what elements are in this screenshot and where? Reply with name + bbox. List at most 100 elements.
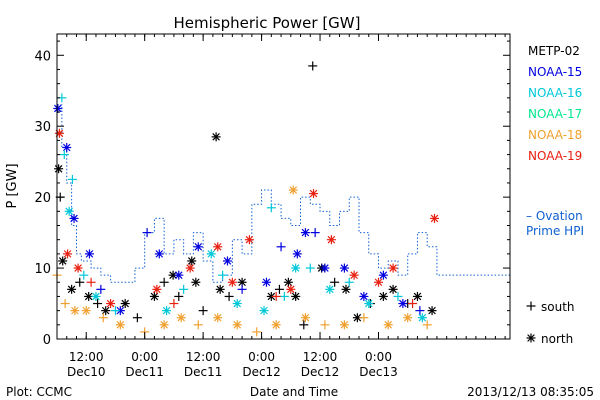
- plot-credit: Plot: CCMC: [6, 385, 72, 399]
- x-tick-label-date: Dec12: [301, 365, 340, 379]
- ovation-legend-line2: Prime HPI: [526, 224, 584, 238]
- marker-stroke: [233, 321, 242, 329]
- y-axis-label: P [GW]: [5, 163, 20, 208]
- north-marker: [215, 284, 225, 294]
- north-marker: [63, 249, 73, 259]
- marker-key: south north: [526, 300, 575, 346]
- marker-stroke: [116, 321, 125, 329]
- marker-stroke: [287, 285, 295, 294]
- south-marker: [193, 320, 203, 330]
- marker-stroke: [106, 299, 115, 308]
- south-marker: [408, 299, 418, 309]
- x-tick-label-time: 0:00: [365, 350, 392, 364]
- marker-stroke: [238, 278, 246, 287]
- north-marker: [174, 270, 184, 280]
- marker-stroke: [342, 285, 350, 294]
- marker-stroke: [428, 306, 436, 315]
- marker-stroke: [71, 306, 79, 315]
- marker-stroke: [301, 313, 310, 322]
- marker-stroke: [340, 321, 349, 329]
- south-marker: [526, 301, 536, 311]
- south-marker: [393, 291, 403, 301]
- axes: [56, 33, 511, 340]
- marker-stroke: [62, 143, 71, 152]
- north-marker: [283, 277, 293, 287]
- marker-stroke: [364, 299, 373, 308]
- north-marker: [64, 206, 74, 216]
- marker-stroke: [70, 214, 78, 223]
- north-marker: [120, 299, 130, 309]
- marker-stroke: [379, 292, 388, 301]
- y-tick-label: 10: [34, 262, 51, 277]
- marker-stroke: [374, 278, 383, 287]
- south-marker: [266, 203, 276, 213]
- north-marker: [206, 249, 216, 259]
- south-marker: [159, 277, 169, 287]
- north-marker: [67, 284, 77, 294]
- marker-stroke: [340, 264, 349, 272]
- marker-stroke: [389, 285, 397, 294]
- north-marker: [526, 333, 536, 343]
- x-tick-label-time: 12:00: [186, 350, 221, 364]
- south-marker: [320, 320, 330, 330]
- x-tick-label-date: Dec12: [242, 365, 281, 379]
- y-tick-label: 0: [43, 333, 51, 348]
- south-marker: [67, 174, 77, 184]
- north-marker: [54, 128, 64, 138]
- north-marker: [227, 277, 237, 287]
- south-marker: [169, 299, 179, 309]
- north-marker: [152, 284, 162, 294]
- south-marker: [98, 313, 108, 323]
- ovation-hpi-line: [57, 104, 510, 283]
- north-marker: [211, 132, 221, 142]
- marker-stroke: [160, 321, 168, 329]
- north-marker: [213, 242, 223, 252]
- north-marker: [378, 291, 388, 301]
- north-marker: [191, 277, 201, 287]
- south-marker: [110, 306, 120, 316]
- north-marker: [106, 299, 116, 309]
- north-marker: [300, 228, 310, 238]
- north-marker: [91, 291, 101, 301]
- marker-stroke: [169, 271, 177, 279]
- marker-stroke: [213, 242, 222, 251]
- marker-key-label: south: [541, 300, 575, 314]
- legend-entry: NOAA-19: [528, 149, 582, 163]
- marker-stroke: [289, 186, 298, 194]
- north-marker: [261, 277, 271, 287]
- south-marker: [305, 263, 315, 273]
- south-marker: [299, 320, 309, 330]
- south-marker: [279, 291, 289, 301]
- x-axis-ticks: 12:00Dec100:00Dec1112:00Dec110:00Dec1212…: [56, 34, 506, 379]
- south-marker: [198, 306, 208, 316]
- north-marker: [244, 235, 254, 245]
- marker-stroke: [187, 257, 196, 265]
- marker-stroke: [325, 285, 334, 294]
- north-marker: [373, 277, 383, 287]
- north-marker: [69, 213, 79, 223]
- marker-stroke: [321, 264, 329, 272]
- south-marker: [179, 284, 189, 294]
- north-marker: [291, 291, 301, 301]
- marker-stroke: [389, 264, 397, 272]
- marker-stroke: [350, 271, 358, 279]
- marker-stroke: [272, 321, 280, 329]
- marker-key-label: north: [541, 332, 573, 346]
- legend-entry: NOAA-16: [528, 86, 582, 100]
- legend-entry: NOAA-18: [528, 128, 582, 142]
- marker-stroke: [293, 250, 302, 258]
- legend-entry: NOAA-15: [528, 65, 582, 79]
- marker-stroke: [245, 235, 254, 244]
- south-marker: [415, 306, 425, 316]
- north-marker: [288, 185, 298, 195]
- x-tick-label-date: Dec10: [67, 365, 106, 379]
- north-marker: [115, 320, 125, 330]
- marker-stroke: [379, 271, 388, 279]
- north-marker: [341, 284, 351, 294]
- marker-stroke: [360, 292, 368, 301]
- north-marker: [187, 256, 197, 266]
- north-marker: [58, 256, 68, 266]
- marker-stroke: [84, 292, 93, 301]
- north-marker: [62, 142, 72, 152]
